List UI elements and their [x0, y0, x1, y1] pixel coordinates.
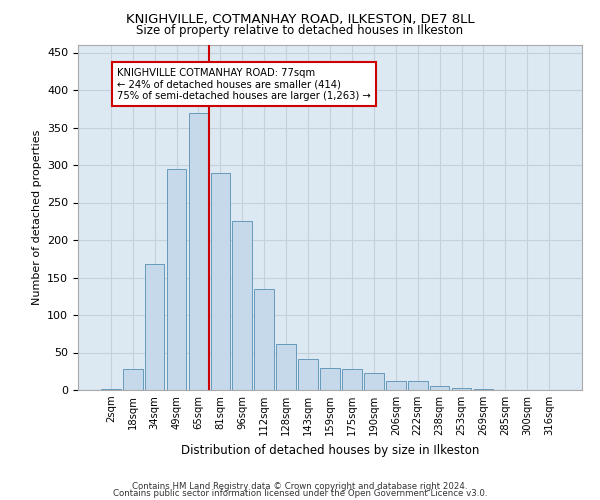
- Bar: [452, 388, 472, 390]
- Bar: [211, 172, 230, 390]
- Bar: [254, 289, 274, 390]
- Bar: [364, 373, 384, 390]
- Bar: [430, 386, 449, 390]
- Bar: [386, 381, 406, 390]
- Bar: [298, 358, 318, 390]
- Bar: [167, 169, 187, 390]
- Y-axis label: Number of detached properties: Number of detached properties: [32, 130, 41, 305]
- Bar: [188, 112, 208, 390]
- Bar: [276, 344, 296, 390]
- X-axis label: Distribution of detached houses by size in Ilkeston: Distribution of detached houses by size …: [181, 444, 479, 456]
- Bar: [101, 388, 121, 390]
- Text: Contains public sector information licensed under the Open Government Licence v3: Contains public sector information licen…: [113, 490, 487, 498]
- Text: Size of property relative to detached houses in Ilkeston: Size of property relative to detached ho…: [136, 24, 464, 37]
- Text: KNIGHVILLE, COTMANHAY ROAD, ILKESTON, DE7 8LL: KNIGHVILLE, COTMANHAY ROAD, ILKESTON, DE…: [125, 12, 475, 26]
- Text: Contains HM Land Registry data © Crown copyright and database right 2024.: Contains HM Land Registry data © Crown c…: [132, 482, 468, 491]
- Bar: [145, 264, 164, 390]
- Bar: [473, 389, 493, 390]
- Bar: [123, 369, 143, 390]
- Text: KNIGHVILLE COTMANHAY ROAD: 77sqm
← 24% of detached houses are smaller (414)
75% : KNIGHVILLE COTMANHAY ROAD: 77sqm ← 24% o…: [118, 68, 371, 100]
- Bar: [342, 369, 362, 390]
- Bar: [320, 368, 340, 390]
- Bar: [232, 221, 252, 390]
- Bar: [408, 381, 428, 390]
